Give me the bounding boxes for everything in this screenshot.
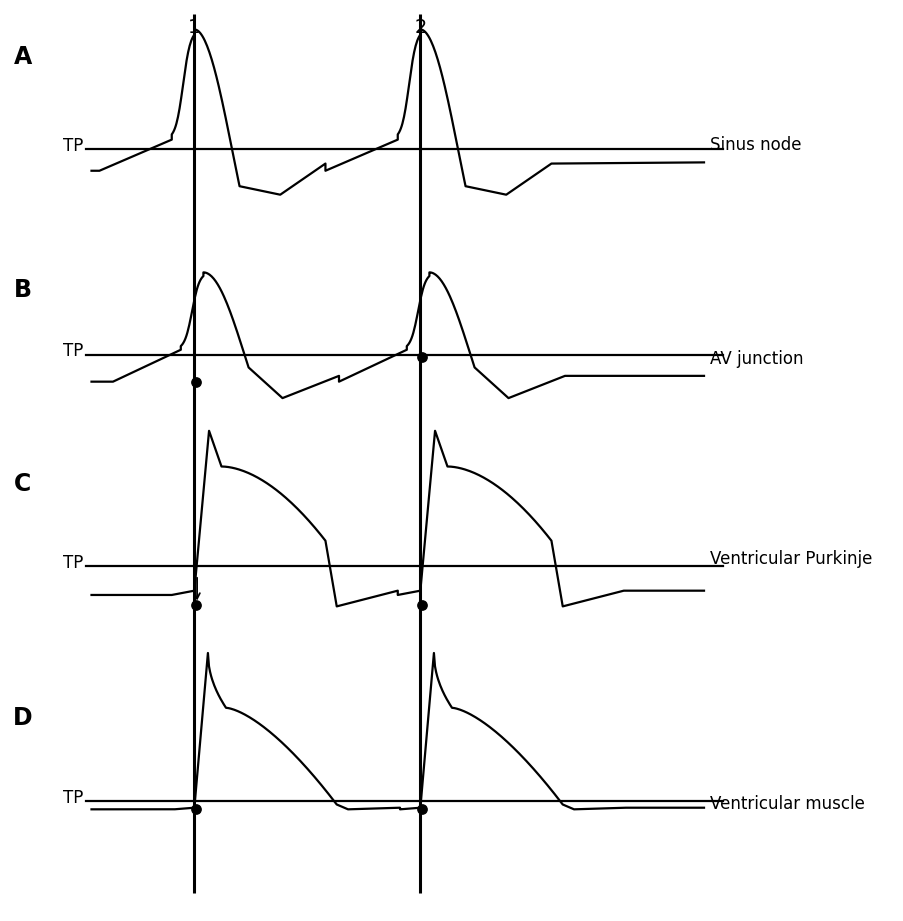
Text: C: C — [14, 472, 32, 495]
Text: 2: 2 — [414, 18, 426, 38]
Text: A: A — [14, 45, 32, 69]
Text: TP: TP — [62, 342, 83, 360]
Point — [414, 802, 429, 817]
Point — [189, 802, 203, 817]
Text: Ventricular muscle: Ventricular muscle — [709, 795, 863, 813]
Text: TP: TP — [62, 136, 83, 155]
Text: D: D — [13, 706, 33, 730]
Point — [414, 598, 429, 612]
Text: TP: TP — [62, 554, 83, 572]
Point — [189, 598, 203, 612]
Text: Sinus node: Sinus node — [709, 135, 800, 154]
Text: Ventricular Purkinje: Ventricular Purkinje — [709, 550, 871, 568]
Text: TP: TP — [62, 788, 83, 807]
Text: B: B — [14, 278, 32, 302]
Text: AV junction: AV junction — [709, 350, 802, 368]
Point — [189, 374, 203, 389]
Point — [414, 349, 429, 364]
Text: 1: 1 — [188, 18, 200, 38]
